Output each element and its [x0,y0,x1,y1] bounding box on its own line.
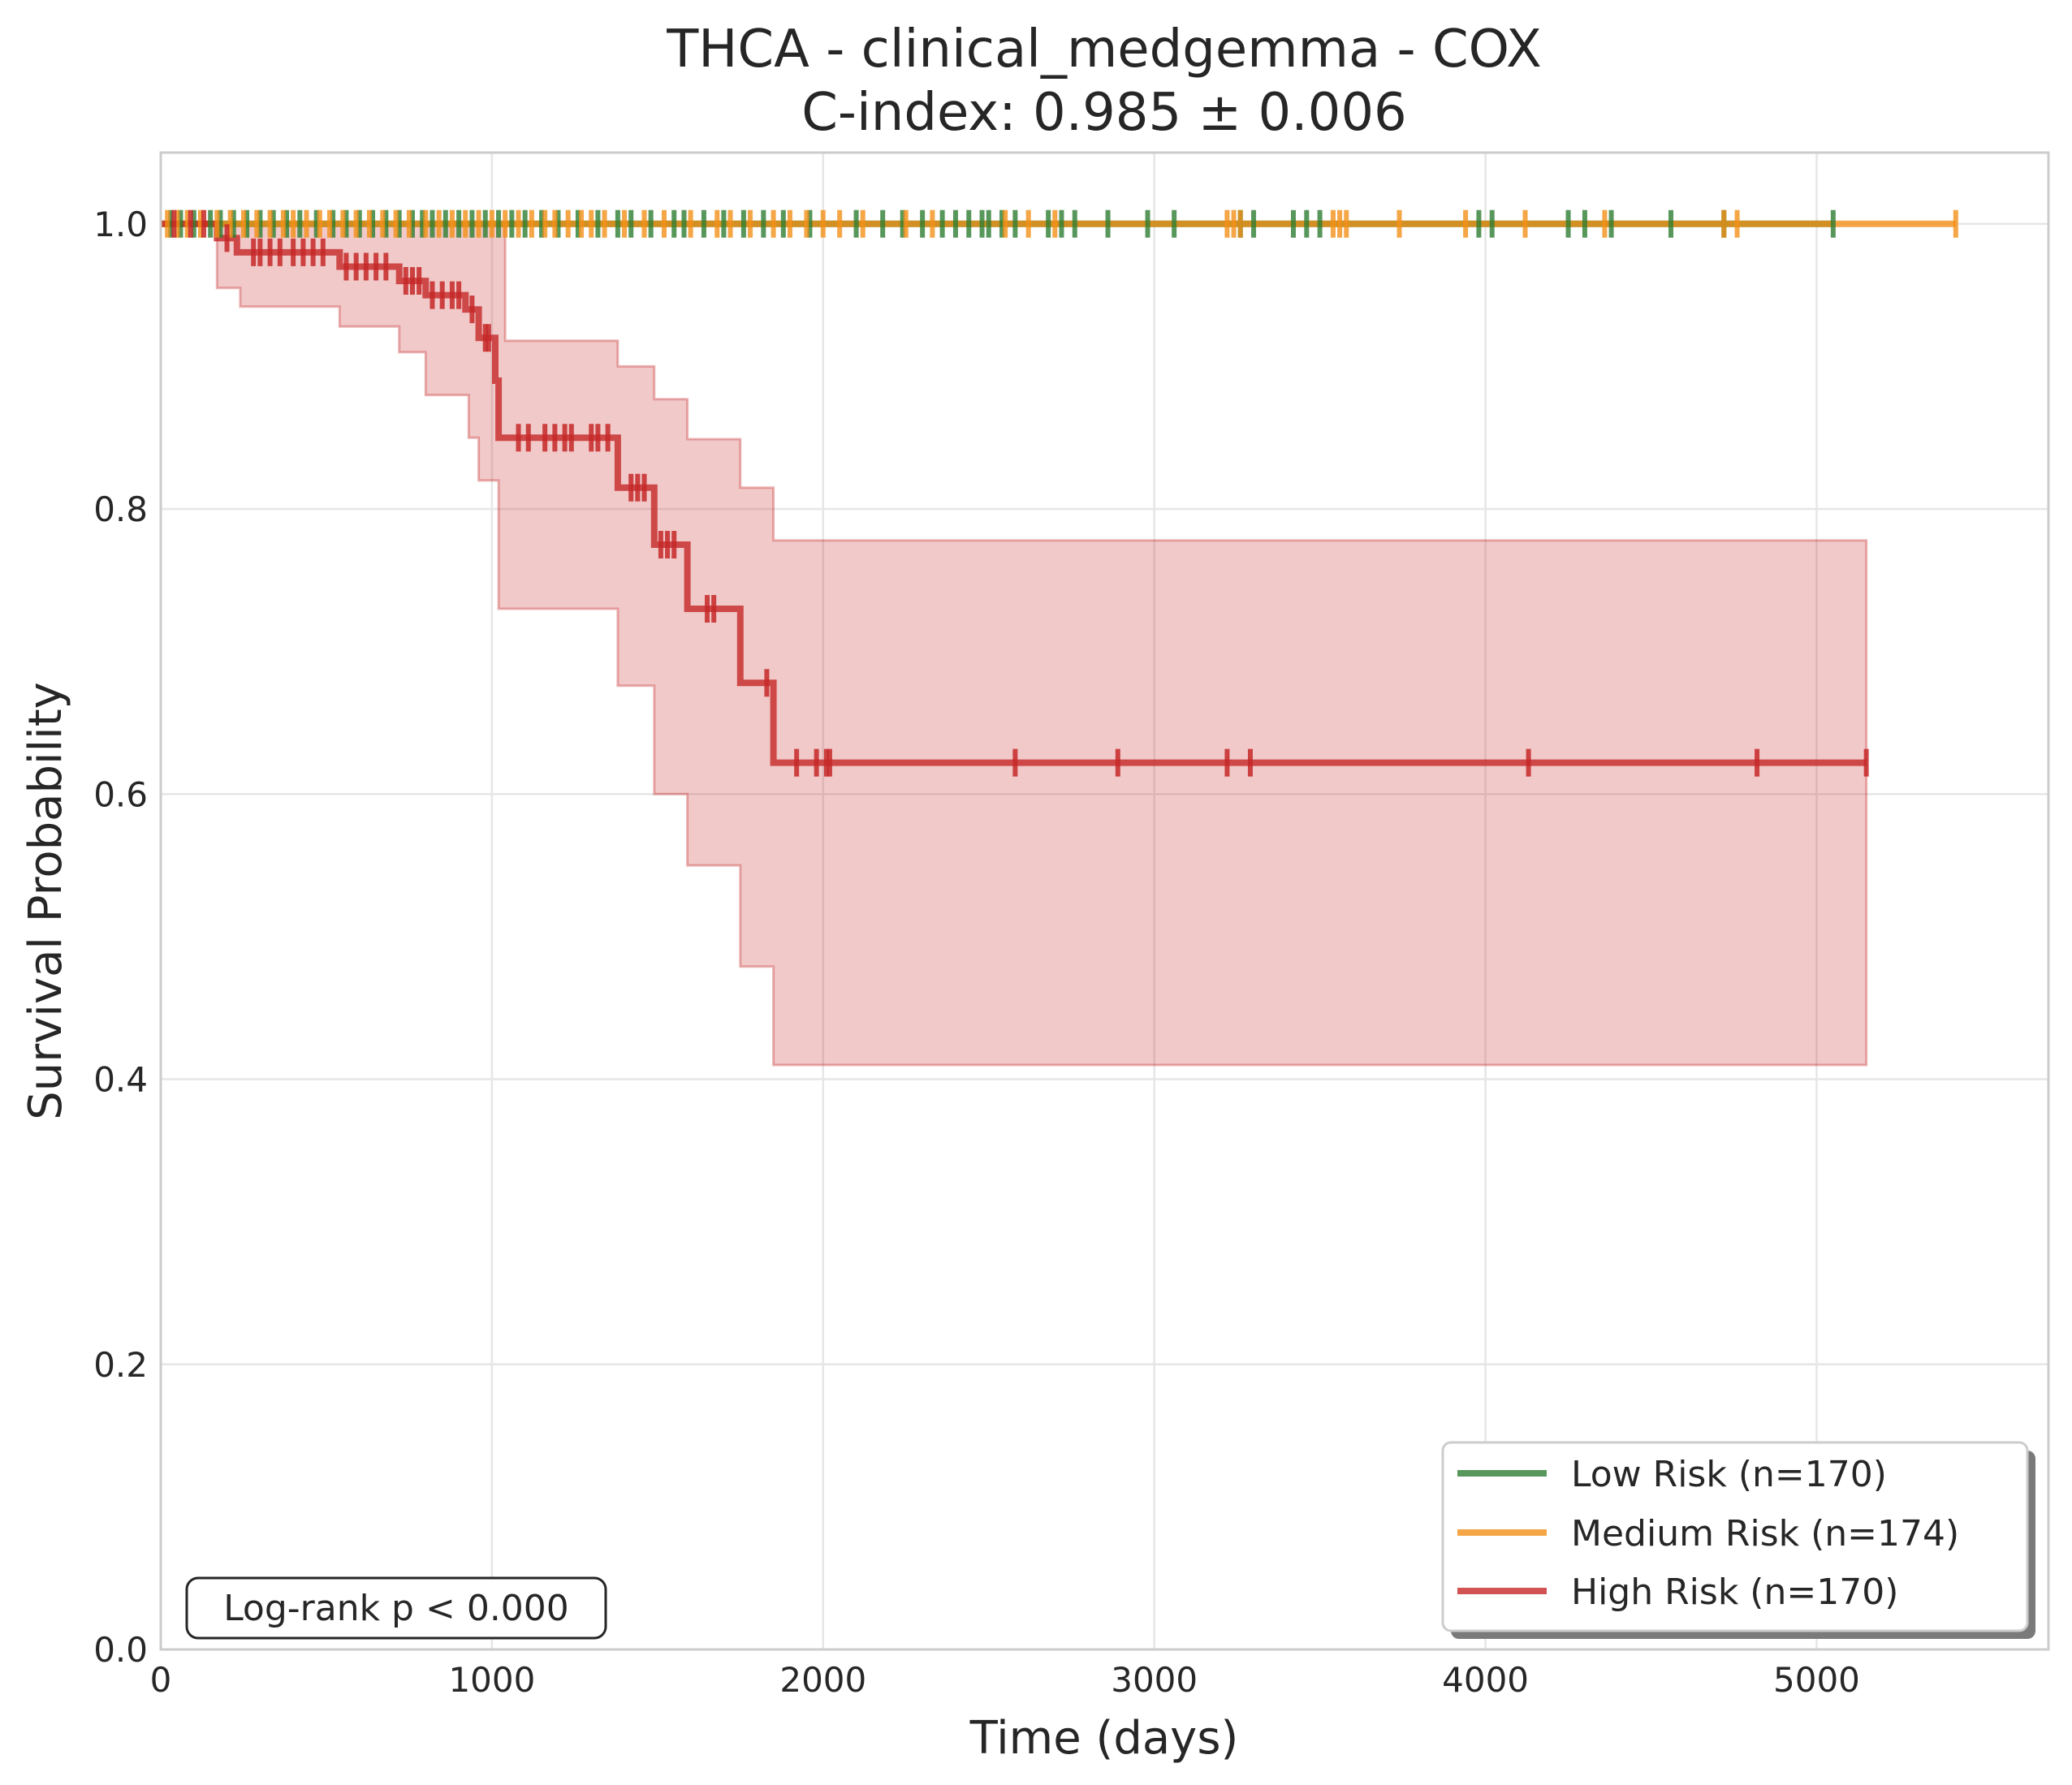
y-tick-label: 0.8 [93,489,148,529]
x-tick-label: 5000 [1773,1660,1860,1700]
y-tick-label: 1.0 [93,205,148,244]
x-axis-label: Time (days) [969,1712,1239,1765]
annotation-box [185,1576,607,1640]
legend-label-medium-risk: Medium Risk (n=174) [1571,1513,1959,1554]
y-tick-label: 0.2 [93,1345,148,1385]
log-rank-annotation: Log-rank p < 0.000 [185,1576,607,1640]
annotation-text: Log-rank p < 0.000 [223,1588,569,1629]
legend-label-low-risk: Low Risk (n=170) [1571,1454,1887,1495]
x-tick-label: 1000 [448,1660,535,1700]
x-axis-ticks: 0 1000 2000 3000 4000 5000 [150,1660,1860,1700]
plot-frame [159,151,2050,1651]
confidence-bands [161,222,1868,1067]
chart-title: THCA - clinical_medgemma - COX [666,19,1542,80]
ci-band-2 [161,222,1868,1067]
legend: Low Risk (n=170) Medium Risk (n=174) Hig… [1441,1441,2035,1639]
y-tick-label: 0.4 [93,1060,148,1100]
y-tick-label: 0.6 [93,774,148,814]
y-tick-label: 0.0 [93,1630,148,1670]
legend-box [1441,1441,2029,1632]
x-tick-label: 2000 [779,1660,866,1700]
legend-label-high-risk: High Risk (n=170) [1571,1572,1898,1613]
x-tick-label: 4000 [1442,1660,1529,1700]
x-tick-label: 0 [150,1660,172,1700]
y-axis-ticks: 0.0 0.2 0.4 0.6 0.8 1.0 [93,205,148,1670]
y-axis-label: Survival Probability [19,682,72,1120]
x-tick-label: 3000 [1111,1660,1198,1700]
chart-subtitle: C-index: 0.985 ± 0.006 [801,83,1407,143]
censor-marks [165,209,1958,777]
